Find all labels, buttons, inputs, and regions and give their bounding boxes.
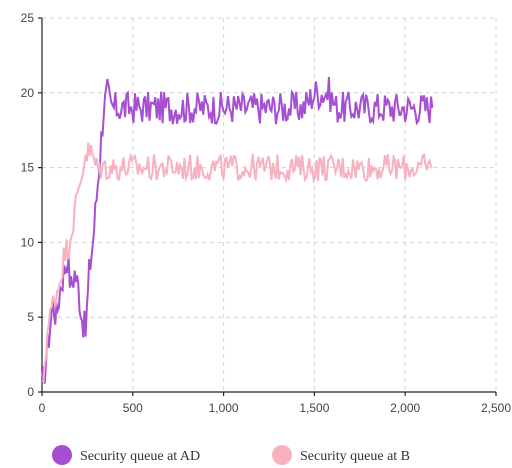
legend-label-b: Security queue at B [300, 449, 410, 464]
legend[interactable]: Security queue at AD Security queue at B [52, 445, 410, 465]
x-tick-label-0: 0 [39, 401, 46, 415]
axes [38, 17, 497, 396]
legend-swatch-b [272, 445, 292, 465]
y-tick-label-0: 0 [27, 385, 34, 399]
x-tick-label-4: 2,000 [390, 401, 420, 415]
series-line-ad [41, 77, 434, 384]
legend-label-ad: Security queue at AD [80, 449, 200, 464]
legend-swatch-ad [52, 445, 72, 465]
legend-item-b[interactable]: Security queue at B [272, 445, 410, 465]
legend-item-ad[interactable]: Security queue at AD [52, 445, 200, 465]
tick-labels: 0 5 10 15 20 25 0 500 1,000 1,500 2,000 2,500 [21, 11, 512, 415]
series-line-b [41, 142, 433, 383]
x-tick-label-3: 1,500 [299, 401, 329, 415]
y-tick-label-1: 5 [27, 310, 34, 324]
y-tick-label-2: 10 [21, 235, 35, 249]
y-tick-label-3: 15 [21, 161, 35, 175]
y-tick-label-5: 25 [21, 11, 35, 25]
x-tick-label-5: 2,500 [481, 401, 511, 415]
series-lines [41, 77, 434, 384]
y-tick-label-4: 20 [21, 86, 35, 100]
x-tick-label-1: 500 [123, 401, 143, 415]
grid-lines [42, 17, 497, 392]
x-tick-label-2: 1,000 [209, 401, 239, 415]
